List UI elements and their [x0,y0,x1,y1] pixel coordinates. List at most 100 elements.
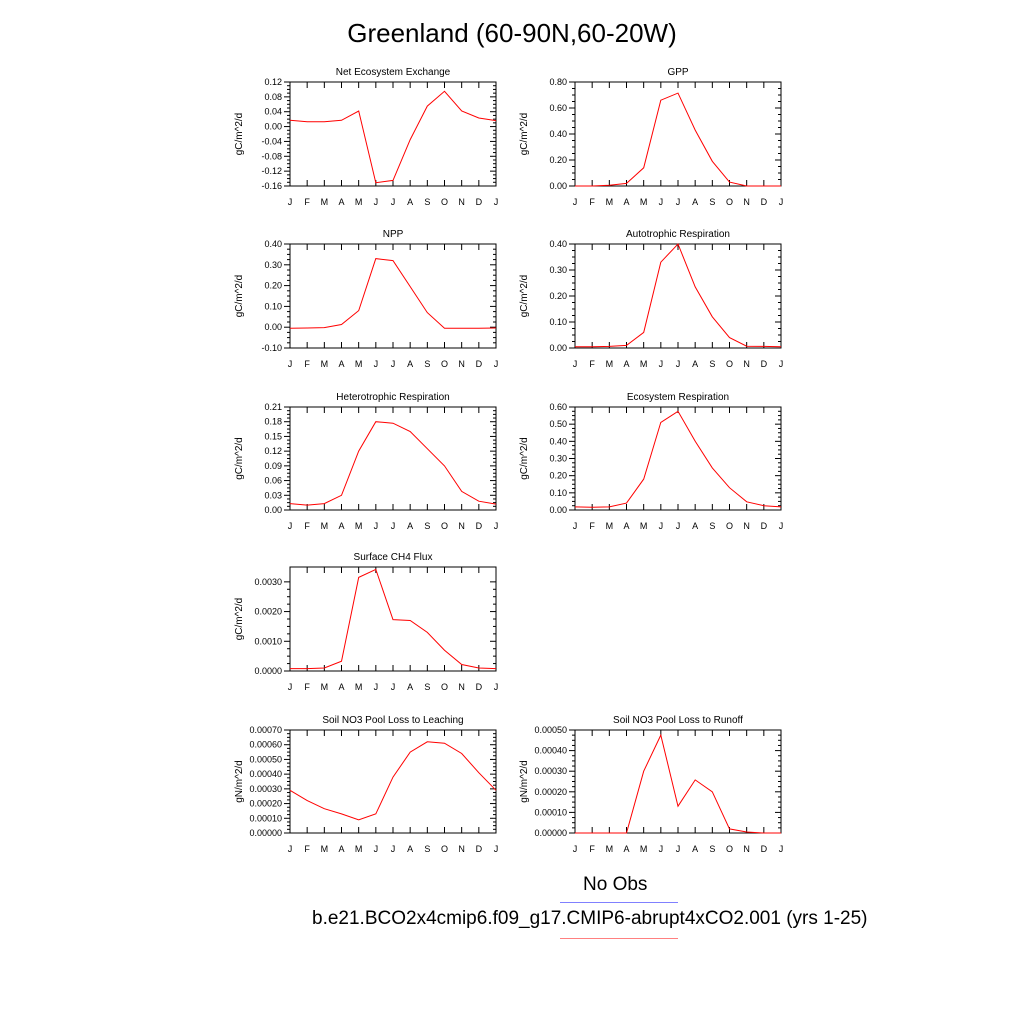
x-tick-label: N [458,197,465,207]
x-tick-label: N [743,521,750,531]
x-tick-label: O [726,844,733,854]
y-tick-label: 0.50 [549,419,567,429]
series-line [575,733,781,834]
y-tick-label: 0.30 [549,265,567,275]
y-tick-label: 0.08 [264,92,282,102]
x-tick-label: O [441,682,448,692]
x-tick-label: A [623,521,629,531]
legend-obs-line [560,902,678,903]
y-tick-label: 0.09 [264,461,282,471]
x-tick-label: N [743,844,750,854]
x-tick-label: S [709,844,715,854]
y-tick-label: 0.20 [549,471,567,481]
y-axis-label: gC/m^2/d [234,437,245,480]
panel-title: GPP [667,67,688,78]
panel-title: Heterotrophic Respiration [336,392,449,403]
x-tick-label: A [623,844,629,854]
x-tick-label: F [589,521,595,531]
plot-frame [289,81,497,187]
x-tick-label: J [391,359,396,369]
x-tick-label: A [338,197,344,207]
y-tick-label: 0.30 [549,454,567,464]
x-tick-label: A [692,844,698,854]
y-tick-label: 0.06 [264,476,282,486]
y-tick-label: 0.40 [549,239,567,249]
x-tick-label: J [779,844,784,854]
x-tick-label: F [304,359,310,369]
x-tick-label: M [321,844,329,854]
y-tick-label: 0.00030 [249,784,282,794]
x-tick-label: N [458,521,465,531]
y-tick-label: 0.21 [264,402,282,412]
y-tick-label: 0.60 [549,103,567,113]
x-tick-label: F [304,844,310,854]
y-tick-label: 0.12 [264,77,282,87]
y-tick-label: 0.0030 [254,577,282,587]
y-tick-label: 0.00 [549,343,567,353]
x-tick-label: A [407,682,413,692]
x-tick-label: A [407,521,413,531]
x-tick-label: S [424,521,430,531]
y-tick-label: 0.20 [549,291,567,301]
x-tick-label: S [709,197,715,207]
x-tick-label: M [355,521,363,531]
series-line [289,258,497,329]
y-tick-label: 0.03 [264,490,282,500]
y-tick-label: -0.04 [261,136,282,146]
y-tick-label: 0.0000 [254,666,282,676]
x-tick-label: N [743,359,750,369]
x-tick-label: J [659,521,664,531]
x-tick-label: D [476,521,483,531]
y-tick-label: 0.10 [264,301,282,311]
x-tick-label: A [338,359,344,369]
x-tick-label: M [355,682,363,692]
y-tick-label: 0.10 [549,488,567,498]
y-axis-label: gN/m^2/d [234,760,245,803]
series-line [289,90,497,184]
x-tick-label: J [391,682,396,692]
plot-frame [289,729,497,834]
x-tick-label: M [606,844,614,854]
plot-frame [289,243,497,349]
series-line [575,92,781,187]
x-tick-label: J [288,197,293,207]
y-tick-label: 0.00020 [534,787,567,797]
y-tick-label: -0.08 [261,151,282,161]
x-tick-label: J [374,359,379,369]
x-tick-label: A [338,521,344,531]
x-tick-label: S [709,359,715,369]
panel-title: Net Ecosystem Exchange [336,67,451,78]
x-tick-label: F [589,197,595,207]
y-axis-label: gC/m^2/d [234,598,245,641]
x-tick-label: S [424,359,430,369]
y-tick-label: 0.00 [264,322,282,332]
x-tick-label: J [676,521,681,531]
y-axis-label: gC/m^2/d [234,113,245,156]
y-tick-label: 0.12 [264,446,282,456]
x-tick-label: J [676,359,681,369]
x-tick-label: M [321,197,329,207]
x-tick-label: S [424,197,430,207]
y-tick-label: 0.00000 [534,828,567,838]
x-tick-label: N [458,844,465,854]
y-tick-label: 0.00040 [249,769,282,779]
x-tick-label: S [424,844,430,854]
y-tick-label: 0.00 [549,505,567,515]
series-line [289,421,497,506]
x-tick-label: D [761,521,768,531]
x-tick-label: J [374,197,379,207]
y-tick-label: 0.00020 [249,799,282,809]
plot-frame [574,729,782,834]
x-tick-label: J [391,844,396,854]
x-tick-label: D [476,197,483,207]
y-tick-label: 0.15 [264,431,282,441]
y-axis-label: gC/m^2/d [519,113,530,156]
x-tick-label: N [458,682,465,692]
x-tick-label: F [589,359,595,369]
y-tick-label: 0.00050 [534,725,567,735]
legend-obs-label: No Obs [583,874,648,895]
y-tick-label: 0.00010 [249,813,282,823]
